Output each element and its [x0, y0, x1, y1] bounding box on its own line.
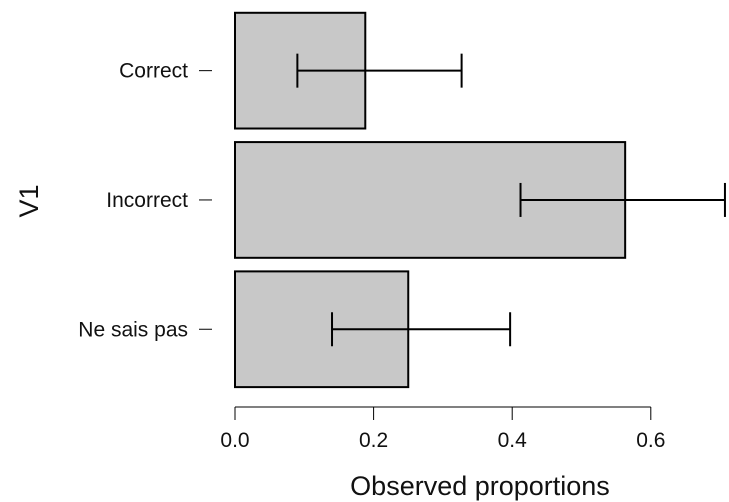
x-tick-label: 0.6 [636, 429, 665, 452]
y-tick-label: Ne sais pas [78, 318, 188, 341]
error-bar-correct [296, 53, 463, 88]
error-bar-incorrect [519, 182, 726, 217]
x-tick-label: 0.2 [359, 429, 388, 452]
error-bar-ne-sais-pas [331, 312, 512, 347]
x-axis-title: Observed proportions [350, 471, 610, 501]
y-axis-title: V1 [14, 184, 44, 217]
y-tick-label: Incorrect [106, 189, 188, 212]
y-axis: Correct Incorrect Ne sais pas [78, 60, 212, 341]
x-tick-label: 0.4 [498, 429, 528, 452]
y-tick-label: Correct [119, 60, 188, 83]
error-bars-group [296, 53, 726, 347]
x-tick-label: 0.0 [220, 429, 249, 452]
x-axis: 0.0 0.2 0.4 0.6 [220, 406, 665, 452]
